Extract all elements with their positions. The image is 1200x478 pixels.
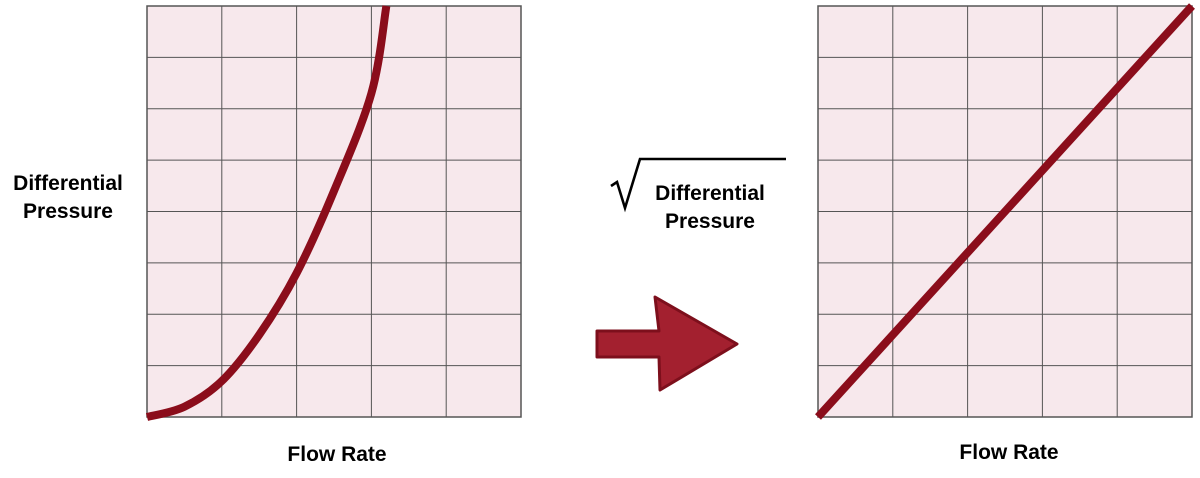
right-plot-frame (817, 5, 1193, 418)
right-y-axis-label-line-1: Differential (655, 182, 765, 205)
left-plot-frame (146, 5, 522, 418)
left-y-axis-label-line-2: Pressure (23, 200, 113, 223)
left-y-axis-label: Differential Pressure (0, 170, 136, 226)
left-series-line (145, 5, 391, 421)
right-y-axis-label: Differential Pressure (634, 180, 786, 236)
sqrt-radical-icon (610, 157, 786, 213)
left-y-axis-label-line-1: Differential (13, 172, 123, 195)
right-arrow-icon (595, 295, 739, 392)
right-y-axis-label-line-2: Pressure (665, 210, 755, 233)
left-x-axis-label: Flow Rate (287, 443, 387, 466)
right-series-line (815, 3, 1195, 420)
right-x-axis-label: Flow Rate (959, 441, 1059, 464)
